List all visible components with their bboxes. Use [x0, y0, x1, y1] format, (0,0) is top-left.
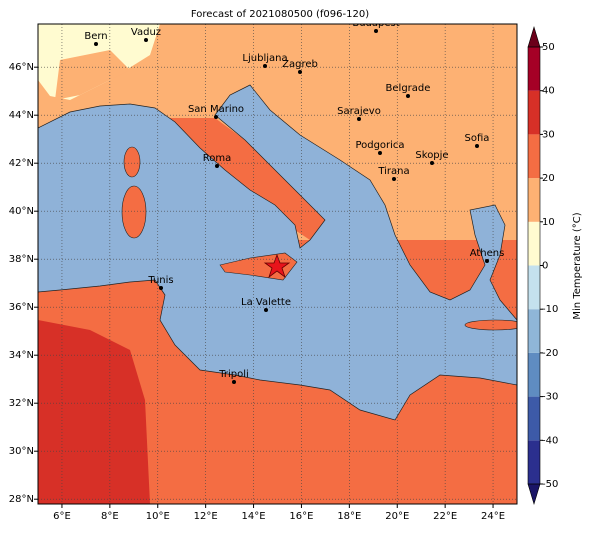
- city-label: Podgorica: [355, 140, 404, 151]
- y-tick-label: 38°N: [9, 254, 34, 265]
- colorbar-label: Min Temperature (°C): [572, 212, 583, 319]
- y-tick-label: 28°N: [9, 494, 34, 505]
- colorbar-segment: [528, 440, 540, 484]
- colorbar-extend-high: [527, 25, 541, 48]
- map-title: Forecast of 2021080500 (f096-120): [191, 9, 369, 20]
- y-tick-label: 36°N: [9, 302, 34, 313]
- colorbar-tick-label: -30: [542, 392, 558, 403]
- grid: [38, 24, 517, 504]
- x-tick-label: 20°E: [385, 511, 409, 522]
- colorbar-segment: [528, 396, 540, 441]
- x-tick-label: 22°E: [433, 511, 457, 522]
- colorbar-segment: [528, 221, 540, 266]
- y-tick-label: 46°N: [9, 62, 34, 73]
- city-dot: [430, 161, 434, 165]
- colorbar-tick-label: 20: [542, 173, 555, 184]
- city-dot: [94, 42, 98, 46]
- city-dot: [144, 38, 148, 42]
- star-marker: [263, 253, 291, 279]
- colorbar-segment: [528, 352, 540, 397]
- hot-zone: [38, 320, 150, 504]
- city-label: Tunis: [147, 275, 173, 286]
- map-frame: [37, 23, 518, 505]
- y-tick-label: 32°N: [9, 398, 34, 409]
- y-tick-label: 34°N: [9, 350, 34, 361]
- colorbar-segment: [528, 178, 540, 222]
- y-tick-label: 44°N: [9, 110, 34, 121]
- city-label: Vaduz: [131, 27, 161, 38]
- city-label: Sofia: [465, 133, 490, 144]
- city-label: Roma: [203, 153, 232, 164]
- italy-coast: [170, 118, 330, 240]
- x-tick-label: 8°E: [101, 511, 119, 522]
- corsica: [123, 146, 141, 178]
- colorbar-tick-label: 40: [542, 86, 555, 97]
- city-dot: [374, 29, 378, 33]
- city-label: Sarajevo: [337, 106, 381, 117]
- city-label: Athens: [470, 248, 505, 259]
- city-dot: [232, 380, 236, 384]
- city-label: Belgrade: [386, 83, 431, 94]
- city-dot: [214, 115, 218, 119]
- x-tick-label: 18°E: [337, 511, 361, 522]
- city-label: Skopje: [415, 150, 448, 161]
- colorbar-tick-label: 50: [542, 42, 555, 53]
- x-tick-label: 6°E: [53, 511, 71, 522]
- city-label: San Marino: [188, 104, 244, 115]
- city-dot: [475, 144, 479, 148]
- city-label: Zagreb: [282, 59, 318, 70]
- city-label: Tripoli: [218, 369, 249, 380]
- crete: [464, 319, 517, 331]
- city-dot: [159, 286, 163, 290]
- land-zone: [55, 50, 130, 100]
- city-label: Bern: [84, 31, 107, 42]
- city-dot: [392, 177, 396, 181]
- city-dot: [298, 70, 302, 74]
- x-tick-label: 12°E: [194, 511, 218, 522]
- colorbar-segment: [528, 309, 540, 353]
- y-tick-label: 42°N: [9, 158, 34, 169]
- colorbar-tick-label: -50: [542, 479, 558, 490]
- city-label: Tirana: [377, 166, 409, 177]
- city-dot: [357, 117, 361, 121]
- colorbar-segment: [528, 134, 540, 179]
- city-dot: [406, 94, 410, 98]
- city-dot: [215, 164, 219, 168]
- colorbar-tick-label: -40: [542, 435, 558, 446]
- x-tick-label: 24°E: [481, 511, 505, 522]
- city-dot: [264, 308, 268, 312]
- city-label: Ljubljana: [242, 53, 287, 64]
- city-dot: [263, 64, 267, 68]
- colorbar-segment: [528, 90, 540, 135]
- colorbar-tick-label: 0: [542, 261, 548, 272]
- city-dot: [485, 259, 489, 263]
- x-tick-label: 14°E: [242, 511, 266, 522]
- colorbar-tick-label: -10: [542, 304, 558, 315]
- colorbar-segment: [528, 265, 540, 310]
- x-tick-label: 16°E: [289, 511, 313, 522]
- colorbar-tick-label: 10: [542, 217, 555, 228]
- colorbar-segment: [528, 47, 540, 91]
- y-tick-label: 30°N: [9, 446, 34, 457]
- city-label: Budapest: [352, 18, 399, 29]
- colorbar-tick-label: 30: [542, 129, 555, 140]
- colorbar-extend-low: [527, 483, 541, 506]
- colorbar: -50 -40 -30 -20 -10 0 10 20 30 40 50: [527, 25, 558, 506]
- city-label: La Valette: [241, 297, 291, 308]
- colorbar-tick-label: -20: [542, 348, 558, 359]
- sardinia: [121, 185, 147, 239]
- x-tick-label: 10°E: [146, 511, 170, 522]
- city-dot: [378, 151, 382, 155]
- y-tick-label: 40°N: [9, 206, 34, 217]
